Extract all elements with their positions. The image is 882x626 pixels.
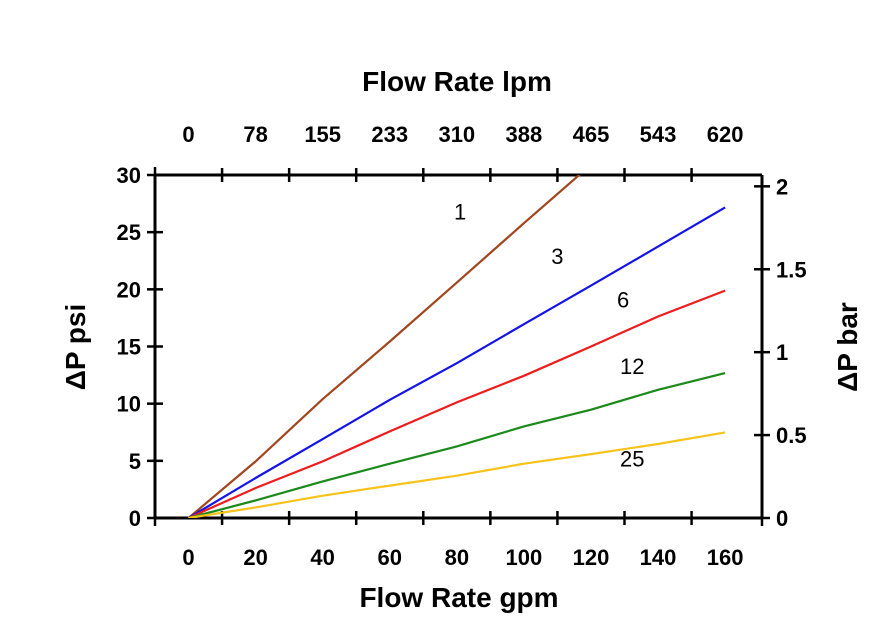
axes	[147, 167, 770, 526]
y-tick-label: 5	[129, 449, 141, 474]
x2-tick-label: 0	[182, 122, 194, 147]
x2-tick-label: 310	[438, 122, 475, 147]
series-line-12	[188, 372, 726, 518]
x2-tick-label: 78	[243, 122, 267, 147]
series-label-3: 3	[551, 244, 563, 269]
x2-tick-label: 388	[506, 122, 543, 147]
y-axis-title: ΔP psi	[60, 304, 91, 391]
top-axis-title: Flow Rate lpm	[362, 66, 552, 97]
series-label-25: 25	[620, 447, 644, 472]
y2-tick-label: 0.5	[776, 423, 807, 448]
x-tick-label: 20	[243, 545, 267, 570]
x-tick-label: 120	[573, 545, 610, 570]
x-tick-label: 100	[506, 545, 543, 570]
x-tick-label: 0	[182, 545, 194, 570]
y2-tick-label: 0	[776, 506, 788, 531]
series-line-6	[188, 289, 726, 518]
series-line-25	[188, 431, 726, 518]
x-tick-label: 80	[445, 545, 469, 570]
series-line-1	[187, 175, 581, 518]
x2-tick-label: 465	[573, 122, 610, 147]
right-axis-title: ΔP bar	[832, 302, 863, 392]
y-tick-label: 0	[129, 506, 141, 531]
x-axis-title: Flow Rate gpm	[359, 582, 558, 613]
y-tick-label: 15	[117, 335, 141, 360]
y-tick-label: 20	[117, 277, 141, 302]
y2-tick-label: 1	[776, 340, 788, 365]
x-tick-label: 40	[310, 545, 334, 570]
x-tick-label: 140	[640, 545, 677, 570]
series-labels: 1 3 6 12 25	[454, 200, 644, 472]
x2-tick-label: 233	[371, 122, 408, 147]
x2-tick-label: 620	[707, 122, 744, 147]
series-line-3	[187, 206, 726, 518]
x2-tick-label: 155	[304, 122, 341, 147]
series-lines	[187, 175, 726, 518]
series-label-12: 12	[620, 354, 644, 379]
y-tick-label: 30	[117, 163, 141, 188]
y-tick-label: 10	[117, 392, 141, 417]
y2-tick-label: 2	[776, 174, 788, 199]
x2-tick-label: 543	[640, 122, 677, 147]
series-label-1: 1	[454, 200, 466, 225]
series-label-6: 6	[617, 288, 629, 313]
y2-tick-label: 1.5	[776, 257, 807, 282]
x-tick-label: 60	[378, 545, 402, 570]
x-tick-label: 160	[707, 545, 744, 570]
y-tick-label: 25	[117, 220, 141, 245]
